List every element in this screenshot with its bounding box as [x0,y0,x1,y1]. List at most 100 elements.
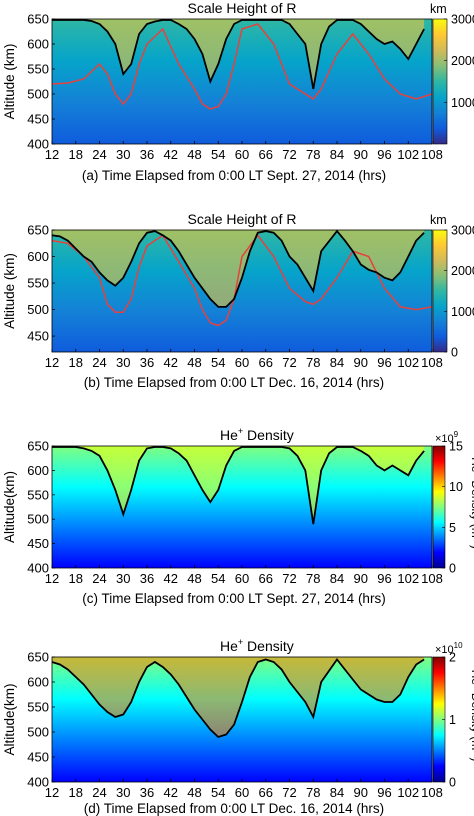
y-tick-label: 600 [27,463,49,478]
chart-panel-3: 12 18 24 30 36 42 48 54 60 66 72 78 84 90 96 102 108 400 4… [2,426,474,606]
chart-panel-2: 12 18 24 30 36 42 48 54 60 66 72 78 84 90 96 102 108 450 5… [2,211,474,390]
x-tick-label: 66 [259,785,273,800]
x-tick-label: 12 [45,147,59,162]
x-tick-label: 84 [330,355,344,370]
colorbar-tick-label: 5 [449,521,456,535]
y-tick-label: 600 [27,249,49,264]
x-axis-label: (a) Time Elapsed from 0:00 LT Sept. 27, … [82,168,386,183]
x-tick-label: 84 [330,147,344,162]
y-axis-label: Altitude(km) [2,683,17,755]
y-tick-label: 550 [27,276,49,291]
colorbar [432,229,448,353]
x-tick-label: 60 [235,355,249,370]
x-tick-label: 102 [397,355,419,370]
colorbar-tick-label: 2 [449,651,456,665]
x-tick-label: 24 [92,355,106,370]
x-tick-label: 66 [259,355,273,370]
colorbar-tick-label: 10 [449,480,463,494]
x-tick-label: 24 [92,571,106,586]
x-tick-label: 60 [235,571,249,586]
x-tick-label: 48 [187,147,201,162]
y-tick-label: 400 [27,561,49,576]
x-tick-label: 96 [377,571,391,586]
colorbar-tick-label: 1 [449,713,456,727]
x-tick-label: 78 [306,355,320,370]
x-tick-label: 18 [69,571,83,586]
y-tick-label: 650 [27,223,49,238]
x-tick-label: 78 [306,571,320,586]
x-tick-label: 18 [69,785,83,800]
y-tick-label: 500 [27,87,49,102]
x-tick-label: 96 [377,785,391,800]
y-tick-label: 600 [27,37,49,52]
colorbar-tick-label: 1000 [451,305,474,319]
chart-title: Scale Height of R [188,0,297,16]
y-tick-label: 650 [27,650,49,665]
y-tick-label: 400 [27,137,49,152]
chart-title: He+ Density [220,426,294,443]
chart-panel-4: 12 18 24 30 36 42 48 54 60 66 72 78 84 90 96 102 1084004… [2,637,474,816]
colorbar-tick-label: 0 [449,562,456,576]
x-tick-label: 90 [354,147,368,162]
x-tick-label: 108 [421,147,443,162]
black-boundary-line [52,657,425,739]
colorbar-tick-label: 2000 [451,264,474,278]
x-tick-label: 18 [69,147,83,162]
y-tick-label: 650 [27,439,49,454]
x-tick-label: 54 [211,147,225,162]
x-tick-label: 42 [164,785,178,800]
colorbar-tick-label: 2000 [451,54,474,68]
x-tick-label: 66 [259,147,273,162]
y-axis-label: Altitude (km) [2,253,17,329]
x-tick-label: 66 [259,571,273,586]
colorbar-multiplier: ×109 [435,430,459,445]
x-tick-label: 108 [421,571,443,586]
colorbar-unit: km [430,213,447,227]
y-tick-label: 550 [27,62,49,77]
black-boundary-line [52,230,425,308]
x-tick-label: 102 [397,785,419,800]
x-tick-label: 78 [306,785,320,800]
x-axis-label: (b) Time Elapsed from 0:00 LT Dec. 16, 2… [84,375,384,390]
x-tick-label: 108 [421,355,443,370]
red-contour-line [52,234,432,327]
x-tick-label: 54 [211,785,225,800]
y-tick-label: 550 [27,487,49,502]
x-tick-label: 90 [354,571,368,586]
x-tick-label: 72 [282,785,296,800]
x-tick-label: 108 [421,785,443,800]
x-tick-label: 30 [116,571,130,586]
x-tick-label: 36 [140,147,154,162]
x-tick-label: 42 [164,571,178,586]
chart-title: He+ Density [220,637,294,654]
x-tick-label: 24 [92,147,106,162]
colorbar-multiplier: ×1010 [435,641,463,656]
y-tick-label: 500 [27,302,49,317]
colorbar-label: He+ Density (m-3) [469,670,474,762]
chart-panel-1: 12 18 24 30 36 42 48 54 60 66 72 78 84 90 96 102 108 400 4… [2,0,474,183]
x-tick-label: 36 [140,571,154,586]
high-value-region [52,446,425,525]
y-tick-label: 450 [27,536,49,551]
colorbar-tick-label: 0 [449,776,456,790]
x-tick-label: 36 [140,355,154,370]
colorbar-tick-label: 0 [451,346,458,360]
high-value-region [52,657,425,737]
x-tick-label: 12 [45,571,59,586]
x-tick-label: 102 [397,571,419,586]
x-tick-label: 72 [282,147,296,162]
y-tick-label: 450 [27,112,49,127]
x-tick-label: 48 [187,355,201,370]
colorbar [432,445,446,569]
y-tick-label: 550 [27,700,49,715]
colorbar-tick-label: 15 [449,440,463,454]
x-tick-label: 30 [116,355,130,370]
x-tick-label: 78 [306,147,320,162]
x-tick-label: 96 [377,147,391,162]
y-tick-label: 500 [27,512,49,527]
x-tick-label: 48 [187,571,201,586]
colorbar-label: He+ Density (m-3) [469,457,474,549]
x-tick-label: 30 [116,147,130,162]
x-tick-label: 90 [354,785,368,800]
